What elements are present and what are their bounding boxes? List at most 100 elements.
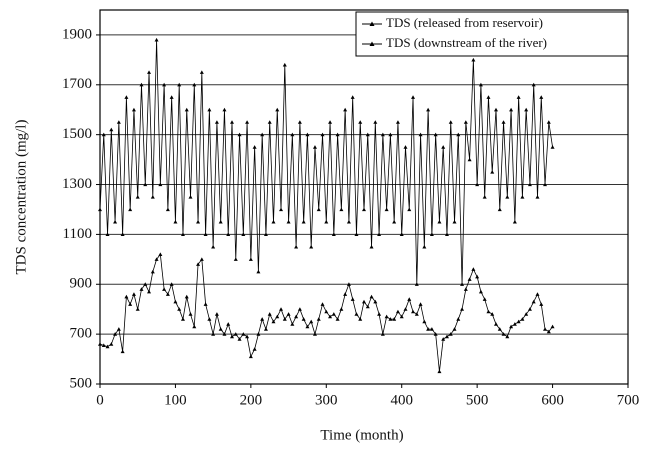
- data-point: [263, 327, 268, 331]
- data-point: [475, 182, 480, 187]
- data-point: [380, 332, 385, 336]
- data-point: [169, 95, 174, 99]
- data-point: [279, 307, 284, 311]
- data-point: [233, 257, 238, 261]
- data-point: [188, 312, 193, 316]
- legend-label: TDS (released from reservoir): [386, 15, 543, 30]
- data-point: [531, 299, 536, 304]
- data-point: [478, 82, 483, 87]
- data-point: [407, 297, 412, 301]
- data-point: [309, 319, 314, 324]
- data-point: [418, 132, 423, 137]
- data-point: [437, 369, 442, 374]
- data-point: [177, 82, 182, 87]
- data-point: [350, 95, 355, 99]
- data-point: [218, 219, 223, 224]
- data-point: [207, 317, 212, 321]
- data-point: [516, 95, 521, 99]
- data-point: [463, 120, 468, 124]
- data-point: [282, 317, 287, 321]
- data-point: [444, 232, 449, 236]
- x-tick-label: 300: [315, 392, 338, 408]
- data-point: [101, 132, 106, 137]
- data-point: [475, 274, 480, 279]
- data-point: [230, 334, 234, 339]
- data-point: [143, 282, 148, 286]
- data-point: [392, 219, 397, 224]
- y-tick-label: 1500: [62, 126, 92, 142]
- data-point: [471, 267, 476, 271]
- data-point: [399, 232, 404, 236]
- data-point: [422, 244, 427, 249]
- data-point: [384, 314, 389, 319]
- data-point: [301, 317, 306, 321]
- data-point: [452, 219, 457, 224]
- y-tick-label: 1900: [62, 26, 92, 42]
- x-tick-label: 200: [240, 392, 263, 408]
- data-point: [267, 312, 272, 316]
- data-point: [222, 332, 227, 336]
- data-point: [286, 219, 291, 224]
- y-tick-label: 1700: [62, 76, 92, 92]
- data-point: [365, 304, 370, 309]
- legend-marker: [369, 41, 375, 46]
- data-point: [399, 314, 404, 319]
- data-point: [248, 257, 253, 261]
- data-point: [467, 157, 472, 162]
- x-tick-label: 700: [617, 392, 640, 408]
- data-point: [362, 299, 366, 304]
- data-point: [120, 232, 125, 236]
- data-point: [403, 145, 408, 149]
- data-point: [512, 322, 517, 326]
- data-point: [211, 244, 216, 249]
- data-point: [407, 207, 412, 212]
- data-point: [377, 232, 382, 236]
- data-point: [203, 232, 208, 236]
- data-point: [509, 107, 514, 112]
- data-point: [546, 120, 551, 124]
- data-point: [263, 232, 268, 236]
- data-point: [411, 309, 416, 314]
- data-point: [214, 120, 219, 124]
- data-point: [531, 82, 536, 87]
- data-point: [350, 297, 355, 301]
- data-point: [335, 317, 340, 321]
- data-point: [271, 219, 276, 224]
- data-point: [305, 324, 310, 329]
- data-point: [184, 107, 189, 112]
- data-point: [305, 132, 310, 137]
- data-point: [494, 322, 498, 326]
- data-point: [320, 132, 325, 137]
- data-point: [354, 232, 359, 236]
- data-point: [135, 307, 140, 311]
- x-tick-label: 100: [164, 392, 187, 408]
- data-point: [527, 307, 532, 311]
- data-point: [524, 312, 529, 316]
- data-point: [226, 322, 231, 326]
- data-point: [331, 232, 336, 236]
- data-point: [501, 120, 506, 124]
- y-tick-label: 500: [70, 375, 93, 391]
- data-point: [452, 327, 457, 331]
- data-point: [309, 244, 314, 249]
- data-point: [324, 219, 329, 224]
- data-point: [297, 120, 302, 124]
- data-point: [539, 95, 544, 99]
- data-point: [199, 257, 204, 261]
- data-point: [233, 332, 238, 336]
- data-point: [505, 334, 510, 339]
- x-axis-label: Time (month): [320, 427, 403, 443]
- data-point: [116, 120, 121, 124]
- x-tick-label: 400: [390, 392, 413, 408]
- data-point: [411, 95, 416, 99]
- x-tick-label: 500: [466, 392, 489, 408]
- data-point: [196, 219, 201, 224]
- data-point: [486, 95, 491, 99]
- data-point: [237, 132, 242, 137]
- data-point: [147, 70, 152, 74]
- data-point: [433, 332, 438, 336]
- data-point: [550, 324, 555, 329]
- data-point: [131, 107, 136, 112]
- y-tick-label: 1100: [63, 226, 92, 242]
